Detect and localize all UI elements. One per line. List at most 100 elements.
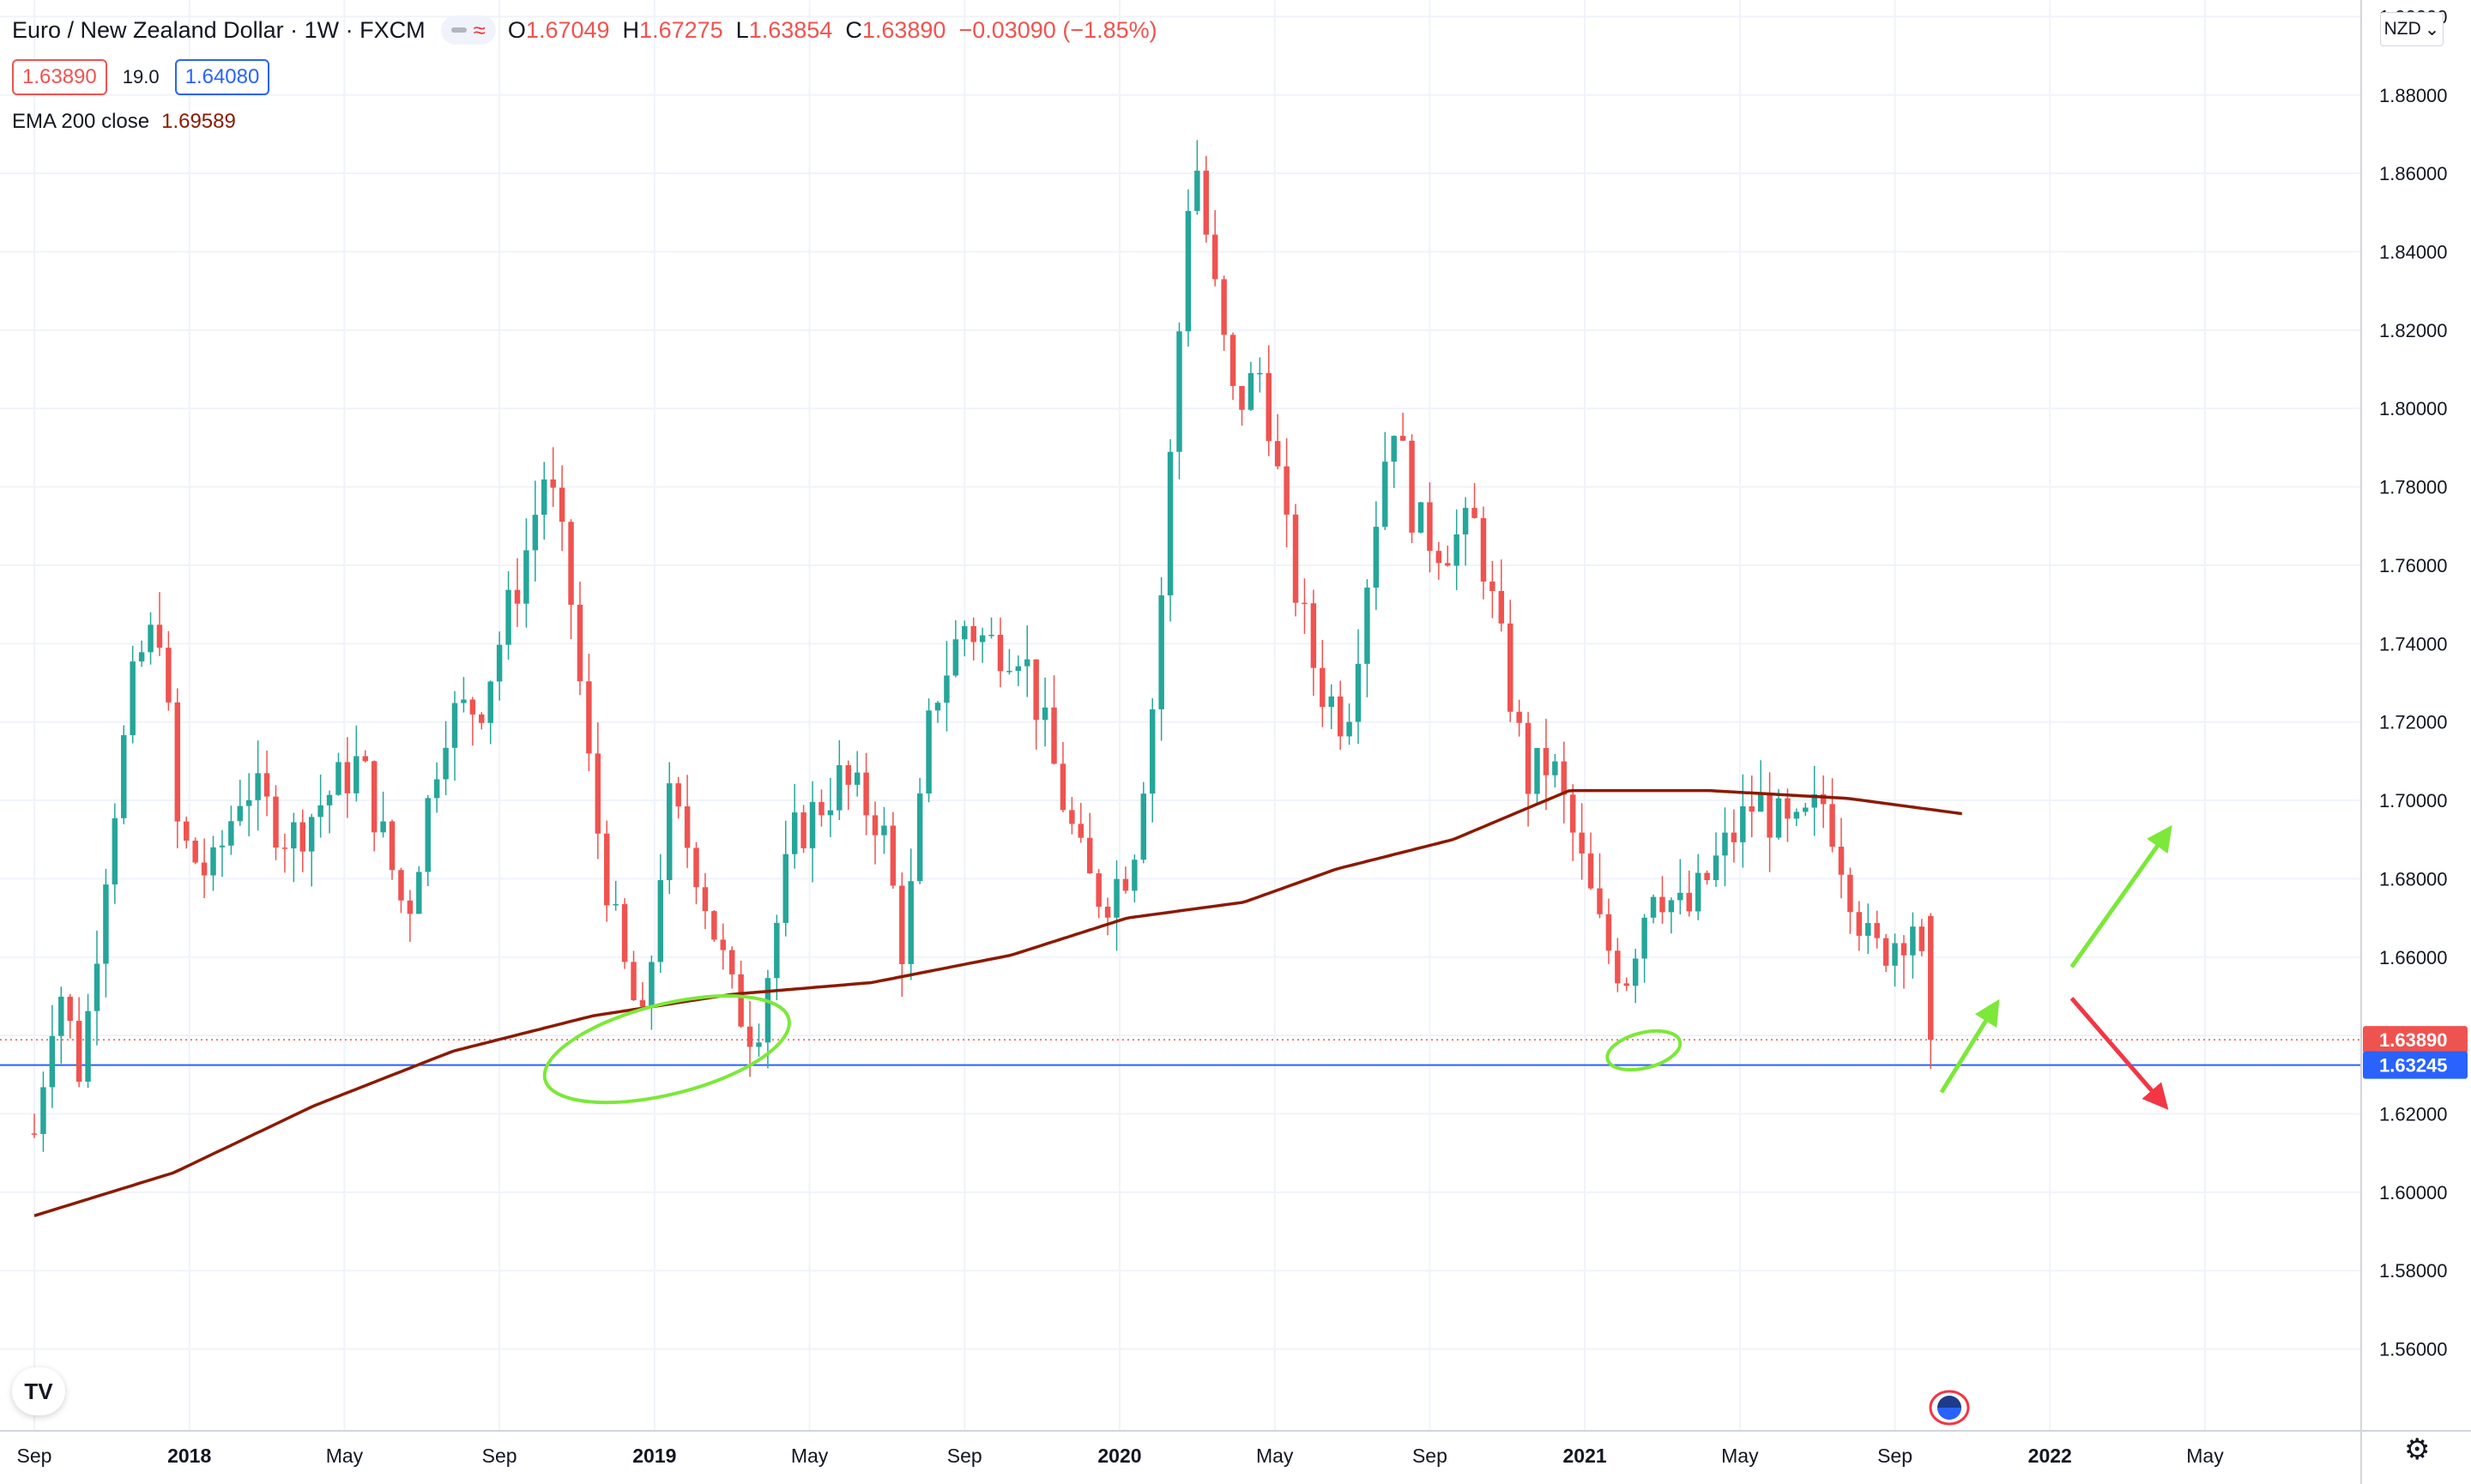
y-tick-label: 1.68000 [2379,868,2448,890]
highlight-ellipse[interactable] [535,975,800,1124]
trend-arrow[interactable] [2069,997,2169,1110]
candle-body [1211,234,1218,280]
gear-icon[interactable]: ⚙ [2404,1433,2431,1466]
candle-body [451,703,458,748]
candle-body [1882,938,1889,966]
candle-body [604,833,610,906]
candle-body [1051,707,1057,764]
currency-selector[interactable]: NZD ⌄ [2380,12,2444,46]
candle-body [1928,915,1934,1041]
candle-body [1373,527,1380,588]
candle-body [94,963,100,1011]
candle-body [67,996,73,1022]
candle-body [138,652,145,662]
sell-button[interactable]: 1.63890 [12,59,107,95]
candle-body [1507,623,1513,712]
candle-body [1900,943,1907,956]
compare-icon[interactable]: ≈ [473,17,486,43]
candle-body [362,756,368,762]
symbol-title[interactable]: Euro / New Zealand Dollar · 1W · FXCM [12,16,426,43]
candle-body [148,624,154,653]
candle-body [31,1133,38,1135]
candle-body [1006,671,1012,673]
candle-body [1445,563,1451,566]
candle-body [245,799,252,806]
candle-body [890,825,897,886]
candle-body [335,762,341,795]
candle-body [908,881,914,964]
candle-body [1229,335,1236,386]
y-tick-label: 1.66000 [2379,947,2448,968]
candle-body [1140,793,1147,860]
trend-arrow[interactable] [2069,824,2172,968]
annotations-layer[interactable] [535,824,2172,1124]
candle-body [1605,914,1612,951]
candle-body [1292,514,1299,603]
candle-body [1615,950,1621,984]
buy-button[interactable]: 1.64080 [174,59,270,95]
candle-body [1749,806,1755,812]
candle-body [1409,440,1415,533]
x-tick-label: Sep [947,1445,982,1467]
flag-icon[interactable] [1929,1390,1970,1426]
candle-body [666,783,673,881]
horizontal-line-layer[interactable] [0,1039,2361,1066]
candle-body [944,675,950,703]
candle-body [1918,926,1925,951]
candle-body [1713,855,1719,881]
candle-body [479,714,485,723]
candle-body [1239,385,1245,410]
candle-body [1417,502,1424,533]
y-tick-label: 1.72000 [2379,712,2448,733]
candle-body [1471,508,1477,518]
indicator-legend[interactable]: EMA 200 close 1.69589 [12,112,1157,132]
candle-body [801,812,807,848]
candle-body [738,974,744,1027]
eye-toggle-icon[interactable] [450,27,467,33]
candle-body [649,962,655,1007]
tradingview-logo-icon[interactable]: TV [12,1367,65,1415]
visibility-pill[interactable]: ≈ [440,15,496,45]
candle-body [988,635,994,636]
x-tick-label: Sep [1412,1445,1447,1467]
candle-body [1104,906,1111,918]
candle-body [192,841,198,863]
candle-body [979,635,986,642]
candle-body [1677,892,1683,901]
candle-body [916,793,923,882]
candle-body [1534,747,1540,794]
candle-body [809,801,816,848]
candle-body [1811,794,1817,808]
candle-body [112,817,118,885]
candle-body [1391,436,1397,462]
candle-body [130,661,136,736]
candle-body [1641,917,1647,959]
candle-body [693,848,699,888]
candle-body [371,761,378,833]
highlight-ellipse[interactable] [1604,1024,1684,1077]
y-tick-label: 1.56000 [2379,1339,2448,1360]
candle-body [1686,892,1692,912]
chart-legend: Euro / New Zealand Dollar · 1W · FXCM ≈ … [12,12,1157,132]
candle-body [1856,912,1863,936]
candle-body [1695,872,1701,912]
x-tick-label: Sep [1877,1445,1912,1467]
candle-body [1597,888,1603,914]
candle-body [1668,900,1675,913]
candle-body [1453,534,1459,566]
candle-body [1757,794,1764,812]
candle-body [344,762,351,793]
candle-body [1132,860,1138,891]
candle-body [613,903,619,906]
candle-body [756,1042,762,1047]
candle-body [1632,958,1639,986]
candle-body [281,848,288,849]
y-tick-label: 1.60000 [2379,1182,2448,1203]
candle-body [1435,551,1442,564]
candle-body [1525,722,1532,794]
trend-arrow[interactable] [1939,998,2000,1094]
candle-body [1838,847,1845,875]
candle-body [156,624,163,648]
